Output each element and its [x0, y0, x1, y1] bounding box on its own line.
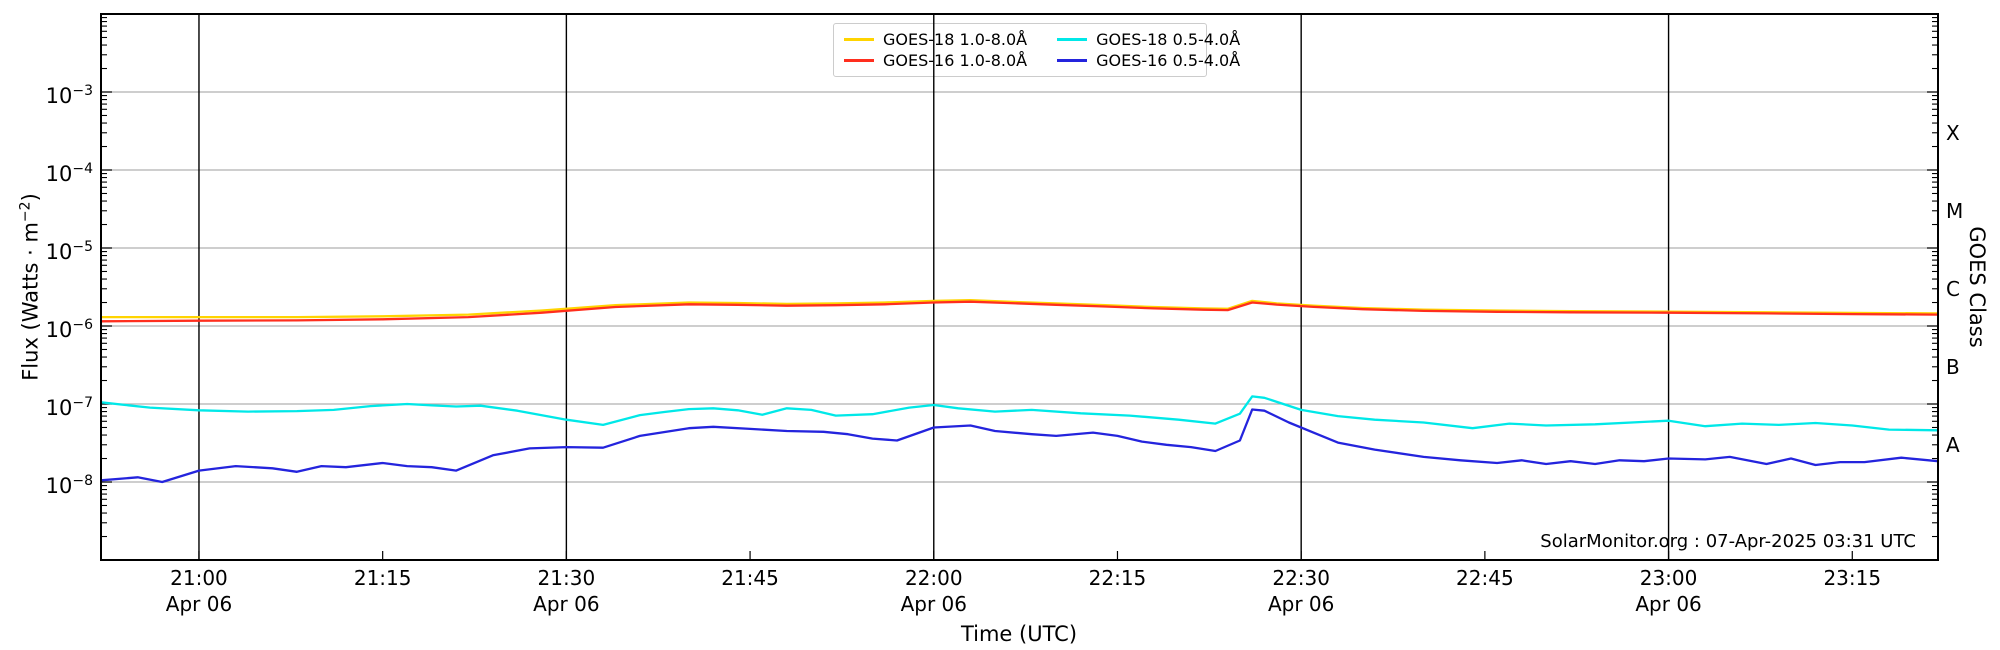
x-tick-label: 22:00	[904, 566, 963, 590]
y-axis-label-exponent: −2	[17, 201, 34, 223]
legend-series-label: GOES-16 1.0-8.0Å	[883, 51, 1028, 70]
legend-line-swatch-icon	[1057, 59, 1088, 62]
y-tick-label: 10−4	[45, 161, 93, 186]
watermark-credit: SolarMonitor.org : 07-Apr-2025 03:31 UTC	[1540, 531, 1916, 552]
x-tick-date-label: Apr 06	[1635, 592, 1702, 616]
x-tick-date-label: Apr 06	[165, 592, 233, 616]
series-line	[101, 395, 1938, 432]
legend-item: GOES-18 0.5-4.0Å	[1057, 30, 1240, 49]
goes-class-label: A	[1946, 433, 1960, 457]
x-tick-label: 23:15	[1823, 566, 1882, 590]
legend: GOES-18 1.0-8.0Å GOES-16 1.0-8.0Å GOES-18 …	[833, 23, 1240, 77]
goes-class-label: M	[1946, 199, 1964, 223]
x-tick-label: 21:15	[353, 566, 412, 590]
goes-class-label: C	[1946, 277, 1960, 301]
x-tick-label: 23:00	[1639, 566, 1698, 590]
series-line	[101, 408, 1938, 484]
x-tick-label: 21:30	[537, 566, 596, 590]
y-axis-label-close: )	[18, 193, 43, 202]
goes-class-label: X	[1946, 121, 1960, 145]
x-tick-date-label: Apr 06	[533, 592, 600, 616]
x-axis-label: Time (UTC)	[960, 622, 1078, 646]
y-tick-label: 10−6	[45, 317, 93, 342]
x-tick-date-label: Apr 06	[1267, 592, 1335, 616]
legend-line-swatch-icon	[844, 59, 874, 62]
legend-line-swatch-icon	[844, 38, 874, 41]
legend-series-label: GOES-16 0.5-4.0Å	[1096, 51, 1241, 70]
x-tick-label: 22:45	[1456, 566, 1514, 590]
y-tick-label: 10−8	[45, 473, 93, 498]
legend-item: GOES-16 0.5-4.0Å	[1057, 51, 1240, 70]
y-tick-label: 10−3	[45, 83, 93, 108]
goes-class-label: B	[1946, 355, 1960, 379]
x-tick-label: 21:00	[170, 566, 228, 590]
legend-item: GOES-16 1.0-8.0Å	[844, 51, 1027, 70]
legend-series-label: GOES-18 0.5-4.0Å	[1096, 30, 1241, 49]
x-tick-date-label: Apr 06	[900, 592, 967, 616]
x-tick-label: 22:15	[1088, 566, 1147, 590]
x-tick-label: 21:45	[721, 566, 779, 590]
series-line	[101, 300, 1938, 323]
y-tick-label: 10−5	[45, 239, 93, 264]
legend-series-label: GOES-18 1.0-8.0Å	[883, 30, 1028, 49]
x-tick-label: 22:30	[1272, 566, 1330, 590]
legend-item: GOES-18 1.0-8.0Å	[844, 30, 1027, 49]
y-tick-label: 10−7	[45, 395, 93, 420]
legend-line-swatch-icon	[1057, 38, 1088, 41]
series-line	[101, 298, 1938, 319]
y-axis-label: Flux (Watts · m−2)	[18, 193, 43, 381]
